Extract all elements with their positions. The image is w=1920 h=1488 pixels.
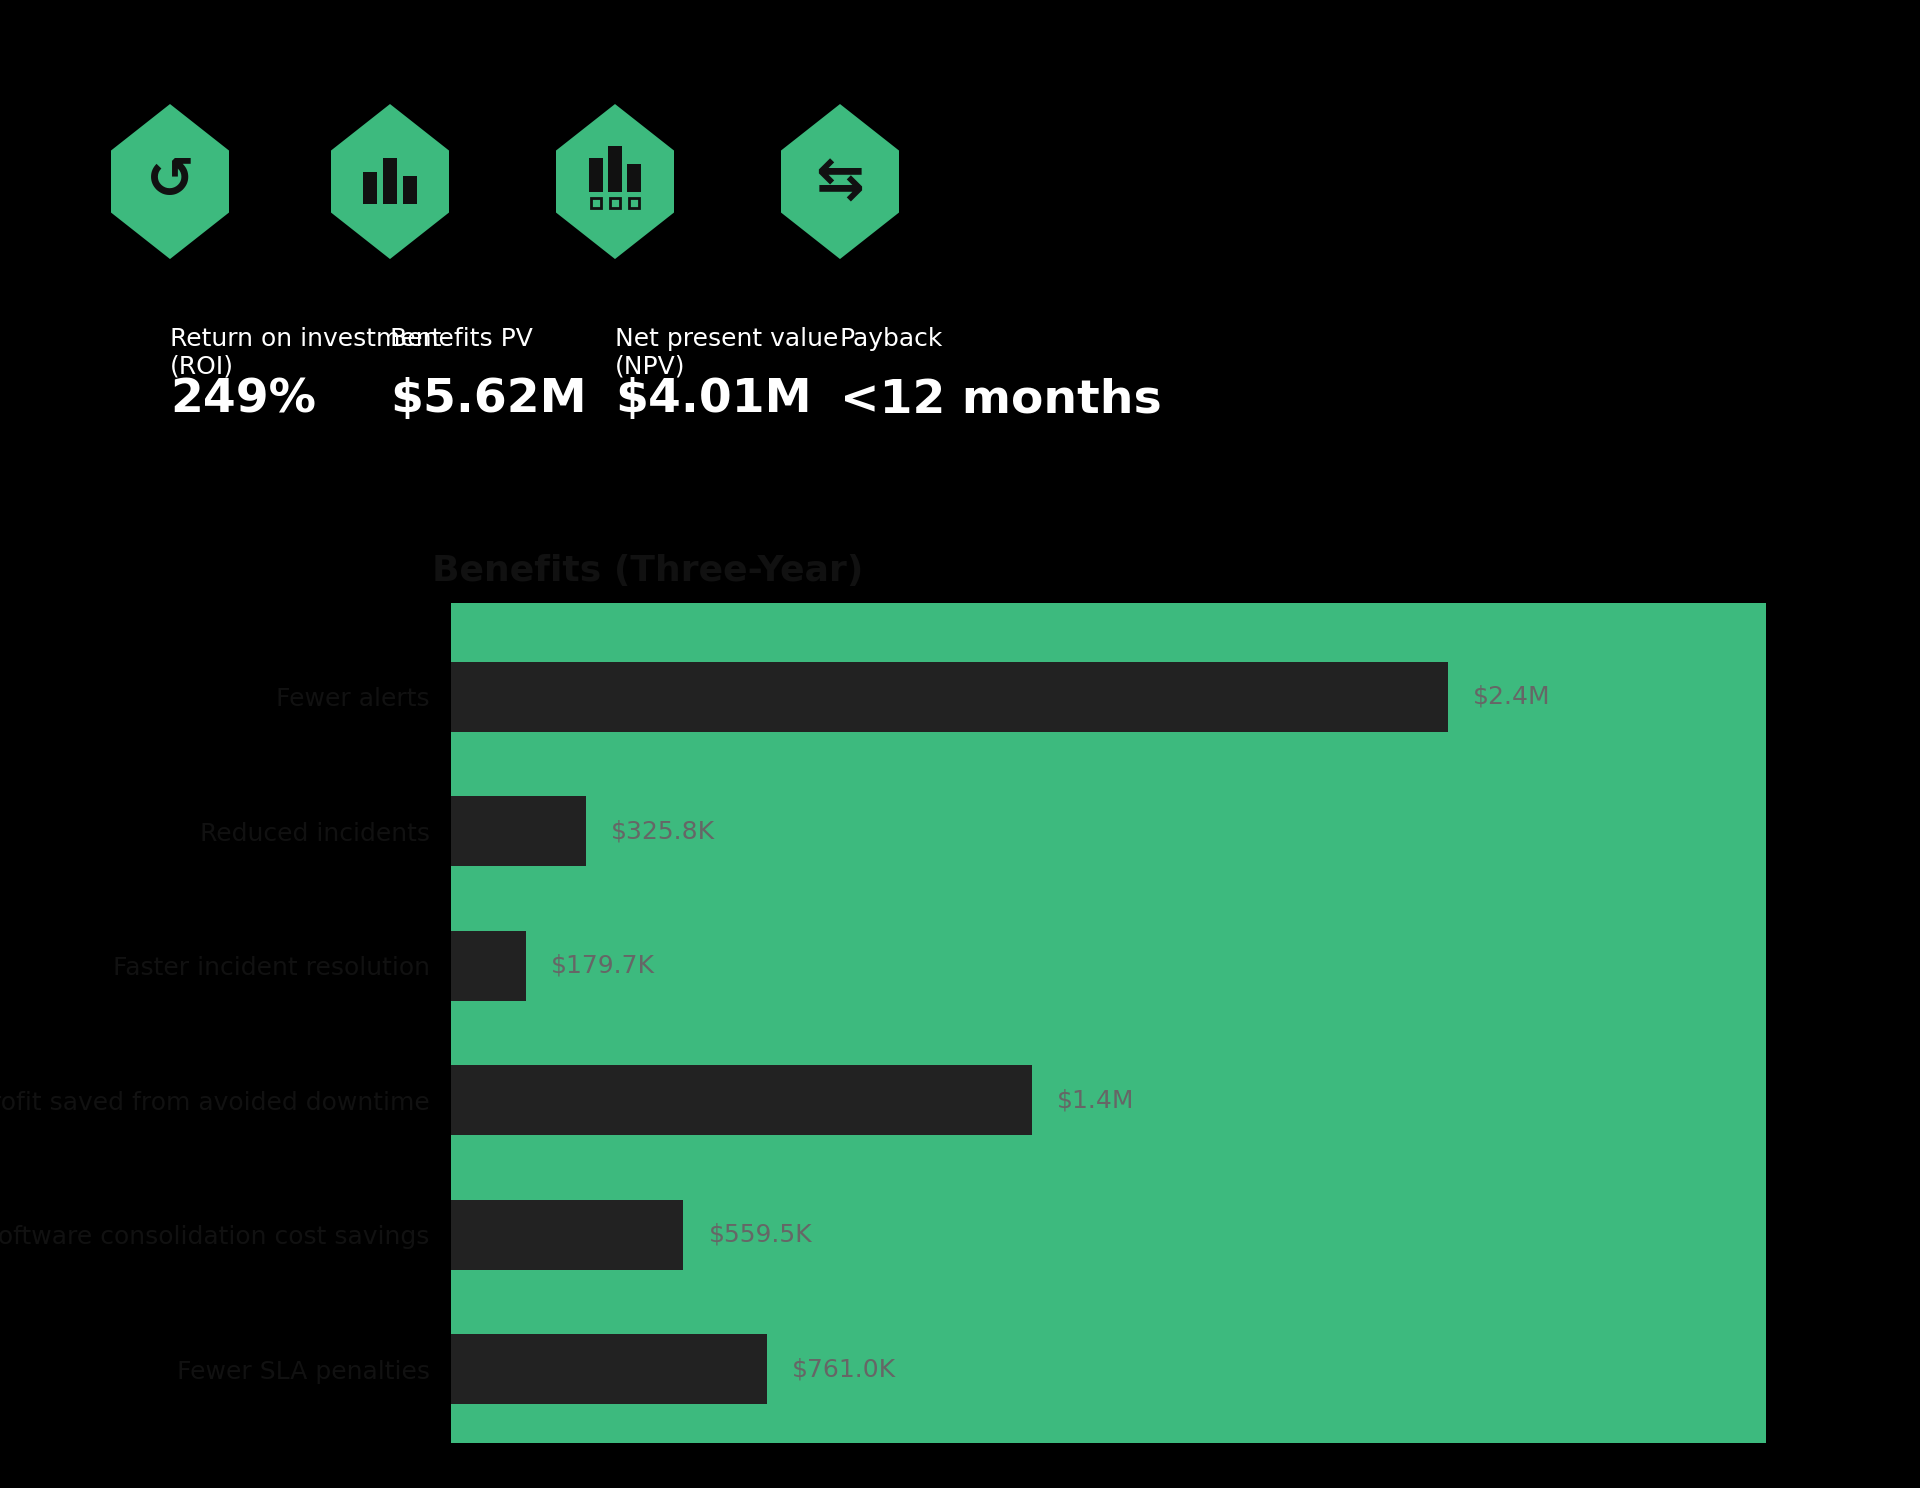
Bar <box>451 1335 768 1405</box>
Bar <box>451 796 586 866</box>
Text: Benefits PV: Benefits PV <box>390 327 534 351</box>
Polygon shape <box>111 104 228 259</box>
Text: ⇆: ⇆ <box>816 153 864 210</box>
Bar <box>628 164 641 192</box>
Bar <box>451 1065 1033 1135</box>
Bar <box>382 158 397 204</box>
Polygon shape <box>330 104 449 259</box>
Bar <box>451 1199 684 1269</box>
Text: $559.5K: $559.5K <box>708 1223 812 1247</box>
Text: ↺: ↺ <box>146 153 194 210</box>
Text: $1.4M: $1.4M <box>1058 1088 1135 1113</box>
Bar <box>589 158 603 192</box>
Text: $2.4M: $2.4M <box>1473 684 1549 708</box>
Text: $761.0K: $761.0K <box>793 1357 897 1381</box>
Text: Net present value
(NPV): Net present value (NPV) <box>614 327 839 378</box>
Text: $179.7K: $179.7K <box>551 954 655 978</box>
Text: Return on investment
(ROI): Return on investment (ROI) <box>171 327 442 378</box>
Text: $325.8K: $325.8K <box>611 820 716 844</box>
Bar <box>630 198 639 207</box>
Polygon shape <box>557 104 674 259</box>
Text: $5.62M: $5.62M <box>390 376 588 423</box>
Text: 249%: 249% <box>171 376 317 423</box>
Bar <box>451 662 1448 732</box>
Text: $4.01M: $4.01M <box>614 376 812 423</box>
Bar <box>611 198 620 207</box>
Bar <box>451 931 526 1001</box>
Text: Payback: Payback <box>841 327 943 351</box>
Text: <12 months: <12 months <box>841 376 1162 423</box>
Bar <box>403 176 417 204</box>
Bar <box>363 171 376 204</box>
Bar <box>591 198 601 207</box>
Polygon shape <box>781 104 899 259</box>
Bar <box>609 146 622 192</box>
Text: Benefits (Three-Year): Benefits (Three-Year) <box>432 554 864 588</box>
